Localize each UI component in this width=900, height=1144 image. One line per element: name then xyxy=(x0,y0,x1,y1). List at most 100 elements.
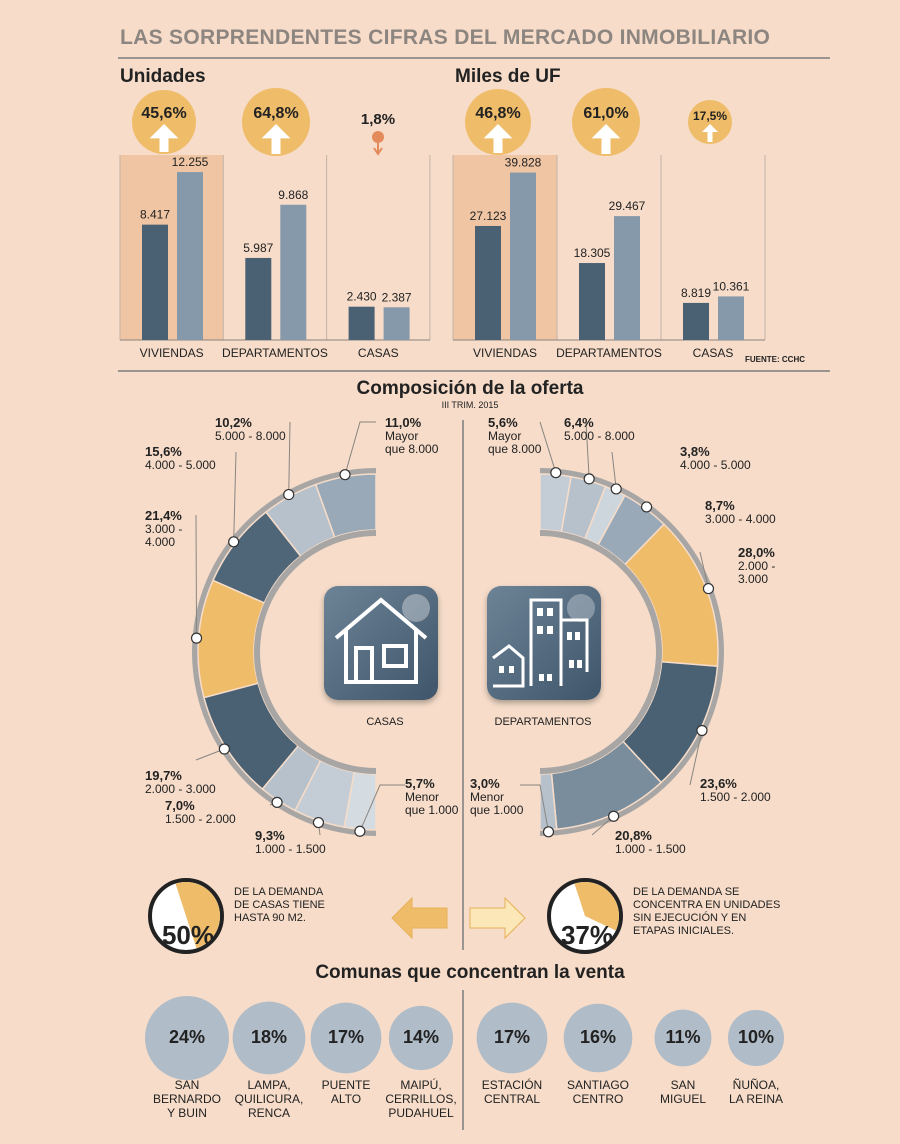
bar xyxy=(383,307,410,340)
up-arrow-icon xyxy=(483,124,513,139)
leader-dot xyxy=(640,501,653,513)
comunas-chart xyxy=(145,990,784,1130)
down-arrow-icon xyxy=(373,147,383,156)
bar xyxy=(177,172,203,340)
mid-rule xyxy=(118,370,830,372)
comuna-value: 16% xyxy=(579,1027,617,1047)
slice-range: que 8.000 xyxy=(488,442,542,456)
slice-range: que 1.000 xyxy=(405,803,459,817)
category-label: VIVIENDAS xyxy=(140,346,204,360)
leader-line xyxy=(344,421,376,475)
leader-dot xyxy=(696,724,708,737)
demand-pct: 37% xyxy=(561,920,613,950)
category-label: DEPARTAMENTOS xyxy=(222,346,328,360)
category-label: CASAS xyxy=(693,346,734,360)
comuna-label: MAIPÚ, CERRILLOS, PUDAHUEL xyxy=(385,1078,457,1120)
slice-pct: 21,4% xyxy=(145,508,182,523)
slice-range: 1.000 - 1.500 xyxy=(615,842,686,856)
slice-range: 2.000 - xyxy=(738,559,775,573)
down-marker xyxy=(372,131,384,143)
title-rule xyxy=(118,57,830,59)
up-arrow-icon xyxy=(261,124,291,139)
uf-heading: Miles de UF xyxy=(455,66,561,87)
page-title: LAS SORPRENDENTES CIFRAS DEL MERCADO INM… xyxy=(120,26,771,49)
right-arrow-icon xyxy=(469,896,526,940)
slice-pct: 15,6% xyxy=(145,444,182,459)
slice-pct: 5,6% xyxy=(488,415,518,430)
slice-pct: 23,6% xyxy=(700,776,737,791)
slice-range: 1.500 - 2.000 xyxy=(165,812,236,826)
comuna-value: 10% xyxy=(737,1027,775,1047)
slice-range: 1.000 - 1.500 xyxy=(255,842,326,856)
leader-dot xyxy=(354,825,366,837)
slice-range: 3.000 - 4.000 xyxy=(705,512,776,526)
comuna-circle xyxy=(145,996,229,1080)
leader-dot xyxy=(228,536,240,548)
slice-pct: 3,8% xyxy=(680,444,710,459)
slice-pct: 3,0% xyxy=(470,776,500,791)
bar-charts: 8.417 12.255 VIVIENDAS 45,6% 5.987 9.868 DEPAR… xyxy=(119,88,766,360)
slice-pct: 9,3% xyxy=(255,828,285,843)
demand-casas-text: DE LA DEMANDA DE CASAS TIENE HASTA 90 M2. xyxy=(234,886,325,924)
up-arrow-stem xyxy=(707,131,713,142)
building-card xyxy=(487,586,601,700)
up-arrow-stem xyxy=(159,136,169,152)
comuna-label: LAMPA, QUILICURA, RENCA xyxy=(234,1078,304,1120)
comuna-label: SAN MIGUEL xyxy=(659,1078,706,1106)
bar-value-label: 29.467 xyxy=(609,199,646,213)
slice-pct: 8,7% xyxy=(705,498,735,513)
departamentos-label: DEPARTAMENTOS xyxy=(494,716,592,728)
slice-pct: 7,0% xyxy=(165,798,195,813)
leader-dot xyxy=(610,483,622,495)
bar-group-highlight xyxy=(453,155,557,340)
building-icon xyxy=(492,594,595,688)
leader-line xyxy=(233,451,237,542)
up-arrow-stem xyxy=(601,136,611,154)
change-label: 17,5% xyxy=(693,109,727,123)
change-label: 45,6% xyxy=(141,105,186,122)
house-card xyxy=(324,586,438,700)
bar xyxy=(475,225,501,340)
leader-dot xyxy=(283,488,295,501)
up-arrow-stem xyxy=(271,136,281,154)
leader-dot xyxy=(550,467,562,479)
leader-line xyxy=(585,421,590,479)
comuna-circle xyxy=(310,1002,382,1074)
slice-range: 3.000 xyxy=(738,572,768,586)
demand-pct: 50% xyxy=(162,920,214,950)
slice-pct: 10,2% xyxy=(215,415,252,430)
comuna-value: 11% xyxy=(665,1027,701,1047)
demand-pie-slice xyxy=(175,882,220,949)
change-circle xyxy=(572,88,640,156)
leader-dot xyxy=(271,796,283,808)
slice-pct: 20,8% xyxy=(615,828,652,843)
leader-dot xyxy=(542,826,555,838)
slice-range: 3.000 - xyxy=(145,522,182,536)
bar-value-label: 8.417 xyxy=(140,208,170,222)
comuna-label: ESTACIÓN CENTRAL xyxy=(481,1078,543,1106)
change-label: 1,8% xyxy=(361,111,395,128)
slice-range: 4.000 xyxy=(145,535,175,549)
slice-pct: 6,4% xyxy=(564,415,594,430)
comuna-value: 24% xyxy=(168,1027,206,1047)
leader-line xyxy=(195,514,198,639)
slice-range: Menor xyxy=(405,790,439,804)
up-arrow-stem xyxy=(493,136,503,153)
slice-range: que 8.000 xyxy=(385,442,439,456)
comuna-value: 18% xyxy=(250,1027,288,1047)
slice-range: 5.000 - 8.000 xyxy=(215,429,286,443)
change-label: 61,0% xyxy=(583,105,628,122)
bar xyxy=(718,296,744,340)
change-circle xyxy=(465,89,531,155)
bar-value-label: 18.305 xyxy=(574,246,611,260)
comuna-label: SANTIAGO CENTRO xyxy=(566,1078,629,1106)
comuna-value: 14% xyxy=(402,1027,440,1047)
comuna-label: SAN BERNARDO Y BUIN xyxy=(152,1078,221,1120)
up-arrow-icon xyxy=(702,124,718,132)
bar-value-label: 39.828 xyxy=(505,156,542,170)
bar-value-label: 8.819 xyxy=(681,286,711,300)
slice-range: 1.500 - 2.000 xyxy=(700,790,771,804)
slice-range: 5.000 - 8.000 xyxy=(564,429,635,443)
leader-line xyxy=(539,421,557,473)
